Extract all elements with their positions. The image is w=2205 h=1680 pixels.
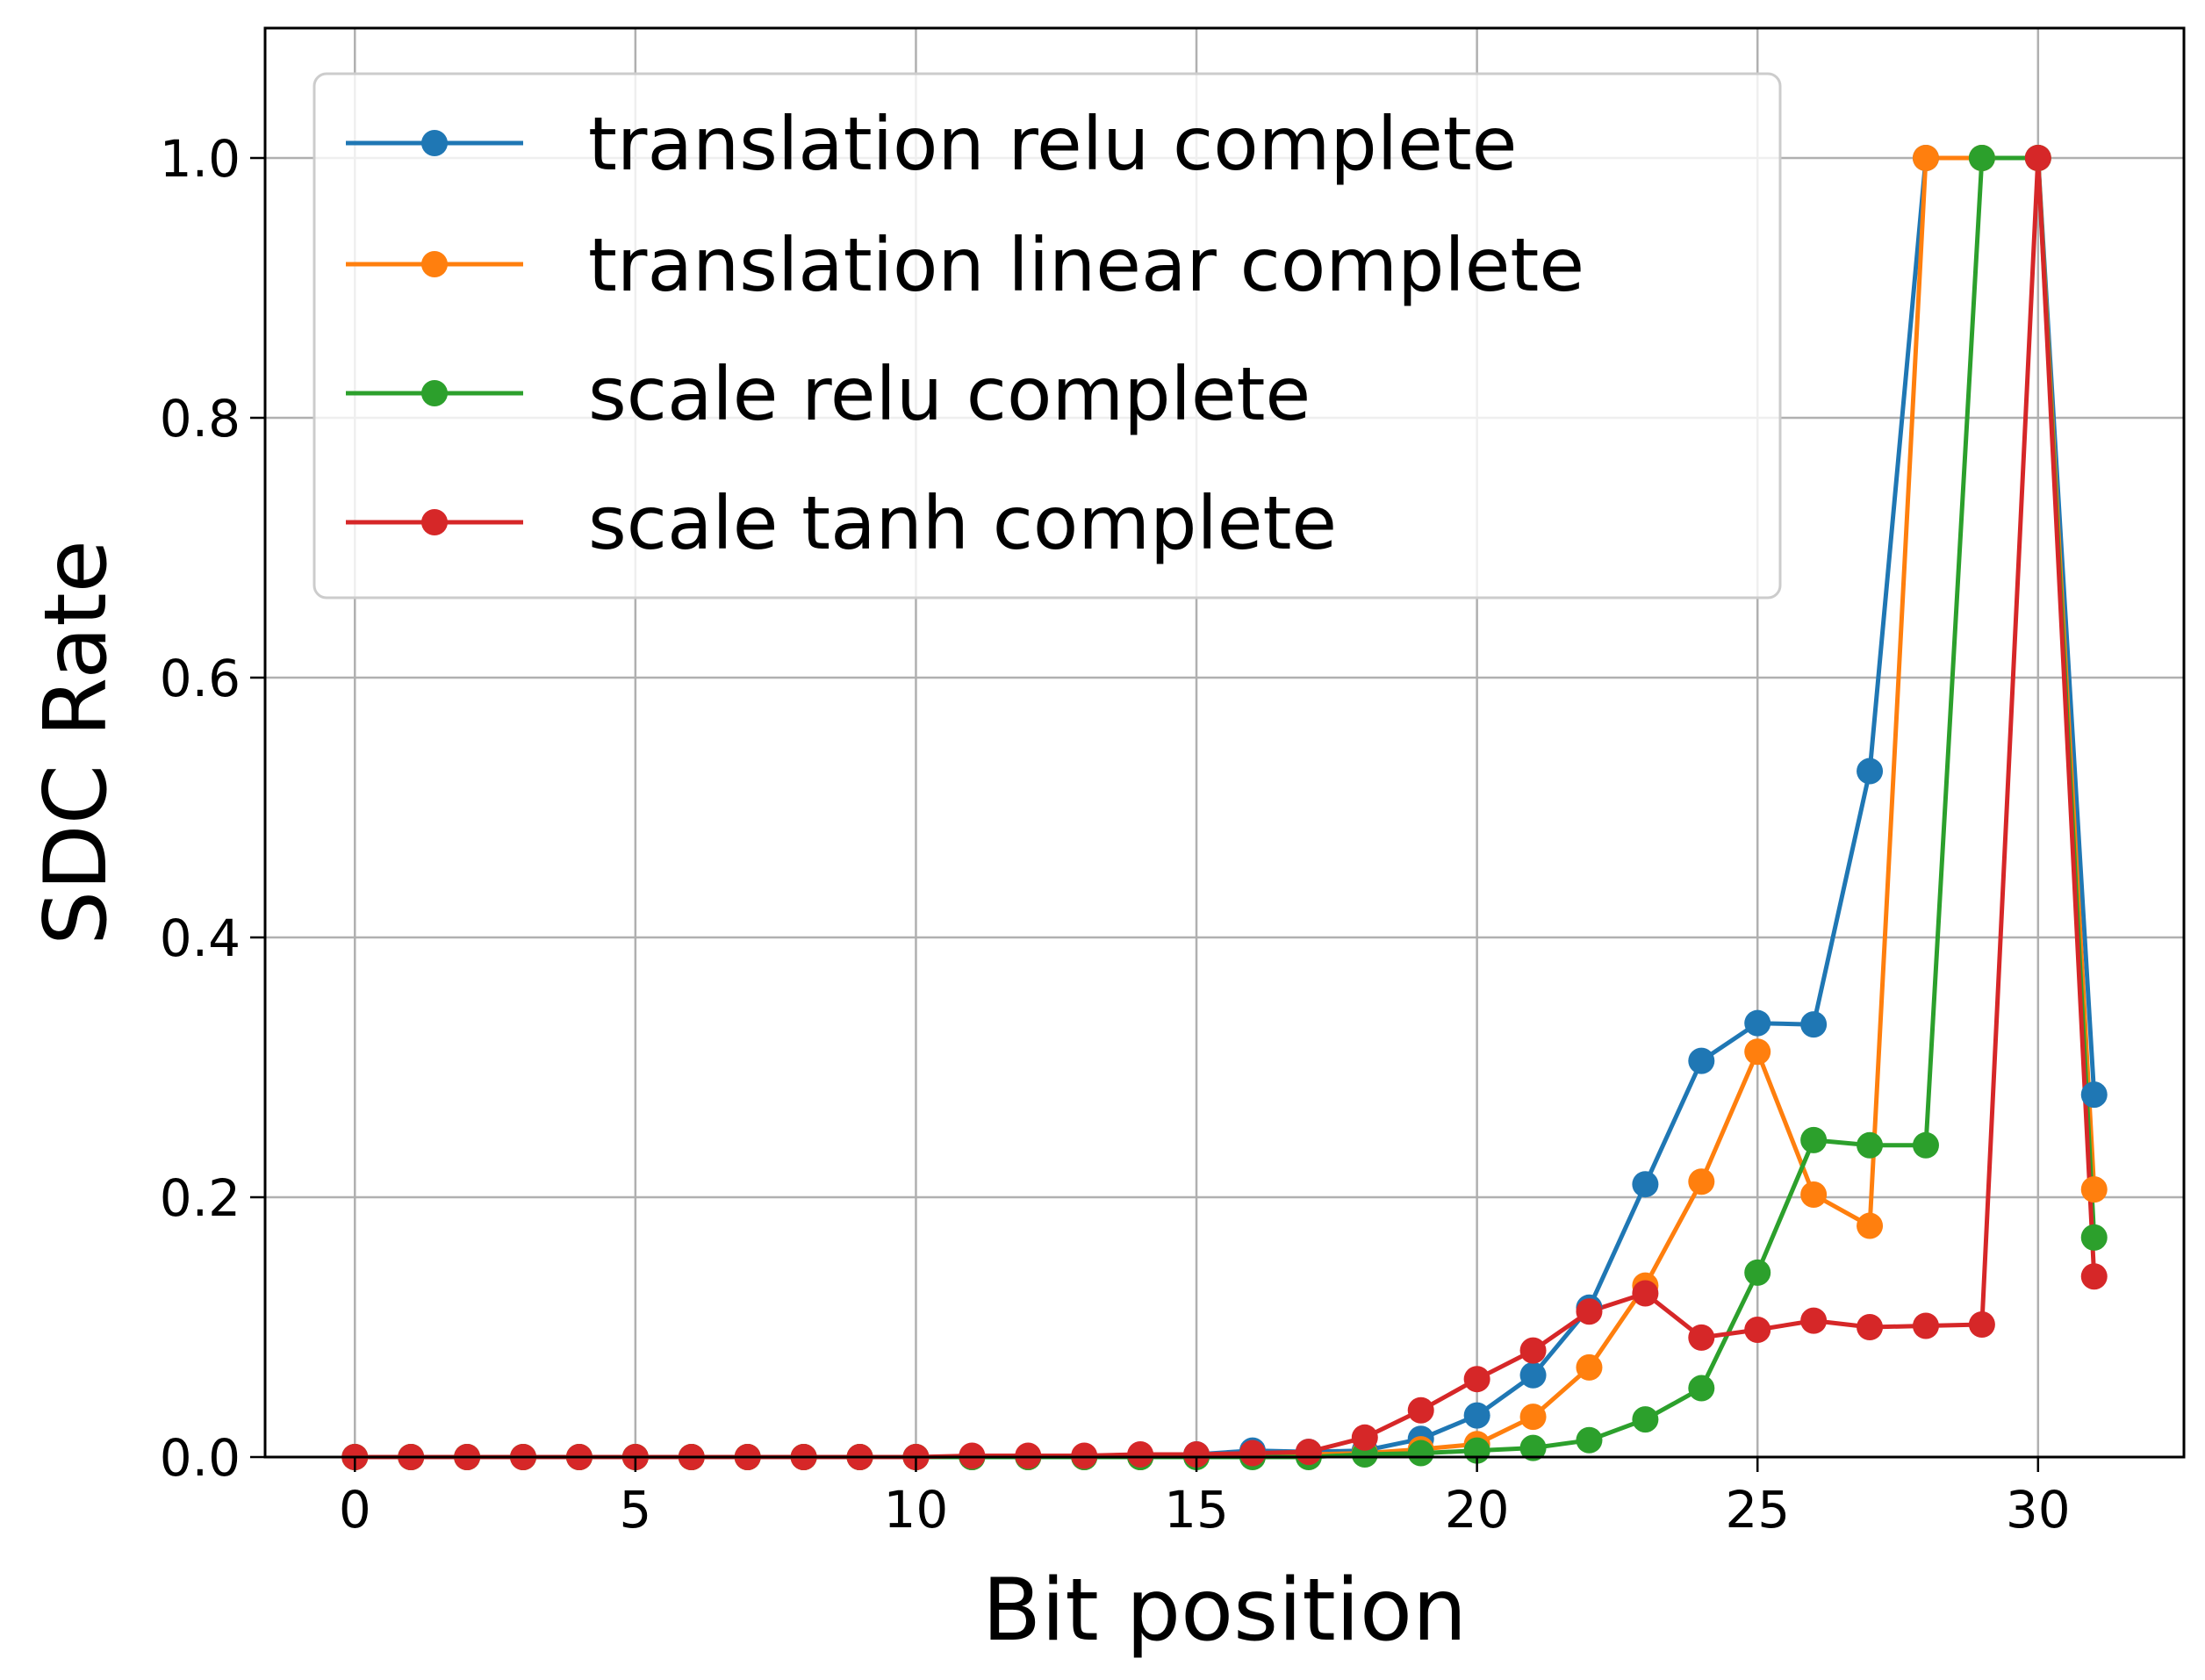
- data-point: [2080, 1263, 2108, 1290]
- data-point: [1912, 1131, 1939, 1159]
- data-point: [1407, 1396, 1434, 1424]
- data-point: [1632, 1406, 1659, 1433]
- data-point: [1744, 1009, 1771, 1037]
- x-tick-label: 10: [884, 1480, 949, 1540]
- x-tick-label: 25: [1725, 1480, 1790, 1540]
- data-point: [1183, 1441, 1210, 1468]
- data-point: [1744, 1316, 1771, 1343]
- plot-frame: [263, 26, 2186, 1459]
- data-point: [1968, 145, 1995, 171]
- legend-marker: [421, 509, 448, 535]
- data-point: [1239, 1439, 1266, 1467]
- data-point: [2080, 1081, 2108, 1109]
- data-point: [1688, 1324, 1715, 1351]
- data-point: [1857, 1131, 1884, 1159]
- data-point: [1519, 1434, 1547, 1461]
- data-point: [1800, 1181, 1828, 1209]
- y-tick-label: 0.8: [160, 389, 241, 449]
- data-point: [1857, 1314, 1884, 1340]
- data-point: [1800, 1126, 1828, 1153]
- axis-ticks: 0 5 10 15 20 25 30 0.0 0.2 0.4 0.6 0.8 1.0: [160, 129, 2071, 1540]
- data-point: [1912, 145, 1939, 171]
- legend-marker: [421, 130, 448, 156]
- legend-marker: [421, 380, 448, 406]
- data-point: [1744, 1259, 1771, 1286]
- data-point: [1127, 1441, 1154, 1468]
- data-point: [1912, 1312, 1939, 1339]
- data-point: [1351, 1424, 1378, 1451]
- data-point: [1857, 1212, 1884, 1239]
- y-tick-label: 0.6: [160, 649, 241, 708]
- data-point: [1407, 1439, 1434, 1467]
- data-point: [1968, 1311, 1995, 1339]
- legend-box: [312, 72, 1782, 599]
- data-point: [1800, 1011, 1828, 1038]
- data-point: [2024, 145, 2051, 171]
- data-point: [1576, 1353, 1603, 1381]
- data-point: [1576, 1298, 1603, 1325]
- data-point: [1688, 1168, 1715, 1195]
- x-tick-label: 20: [1445, 1480, 1510, 1540]
- y-tick-label: 1.0: [160, 129, 241, 189]
- data-point: [1632, 1171, 1659, 1198]
- data-point: [1519, 1404, 1547, 1431]
- y-tick-label: 0.4: [160, 908, 241, 968]
- x-tick-label: 15: [1164, 1480, 1229, 1540]
- data-point: [1744, 1038, 1771, 1066]
- data-point: [2080, 1176, 2108, 1203]
- data-point: [1519, 1361, 1547, 1389]
- data-point: [1800, 1307, 1828, 1334]
- data-point: [1463, 1366, 1490, 1393]
- y-tick-label: 0.0: [160, 1428, 241, 1488]
- legend: translation relu complete translation lin…: [312, 72, 1782, 599]
- x-tick-label: 30: [2006, 1480, 2071, 1540]
- data-point: [1519, 1337, 1547, 1364]
- legend-label: translation linear complete: [588, 222, 1584, 308]
- data-point: [1857, 757, 1884, 785]
- legend-label: scale relu complete: [588, 351, 1311, 437]
- legend-marker: [421, 251, 448, 277]
- data-point: [1688, 1047, 1715, 1074]
- legend-label: scale tanh complete: [588, 480, 1337, 566]
- legend-label: translation relu complete: [588, 101, 1517, 187]
- data-point: [1295, 1439, 1322, 1466]
- data-point: [1632, 1280, 1659, 1307]
- data-point: [2080, 1224, 2108, 1251]
- x-axis-label: Bit position: [982, 1561, 1467, 1661]
- y-axis-label: SDC Rate: [26, 540, 126, 945]
- data-point: [1463, 1402, 1490, 1429]
- x-tick-label: 0: [339, 1480, 371, 1540]
- data-point: [1688, 1375, 1715, 1402]
- data-point: [1576, 1426, 1603, 1454]
- y-tick-label: 0.2: [160, 1168, 241, 1228]
- x-tick-label: 5: [619, 1480, 651, 1540]
